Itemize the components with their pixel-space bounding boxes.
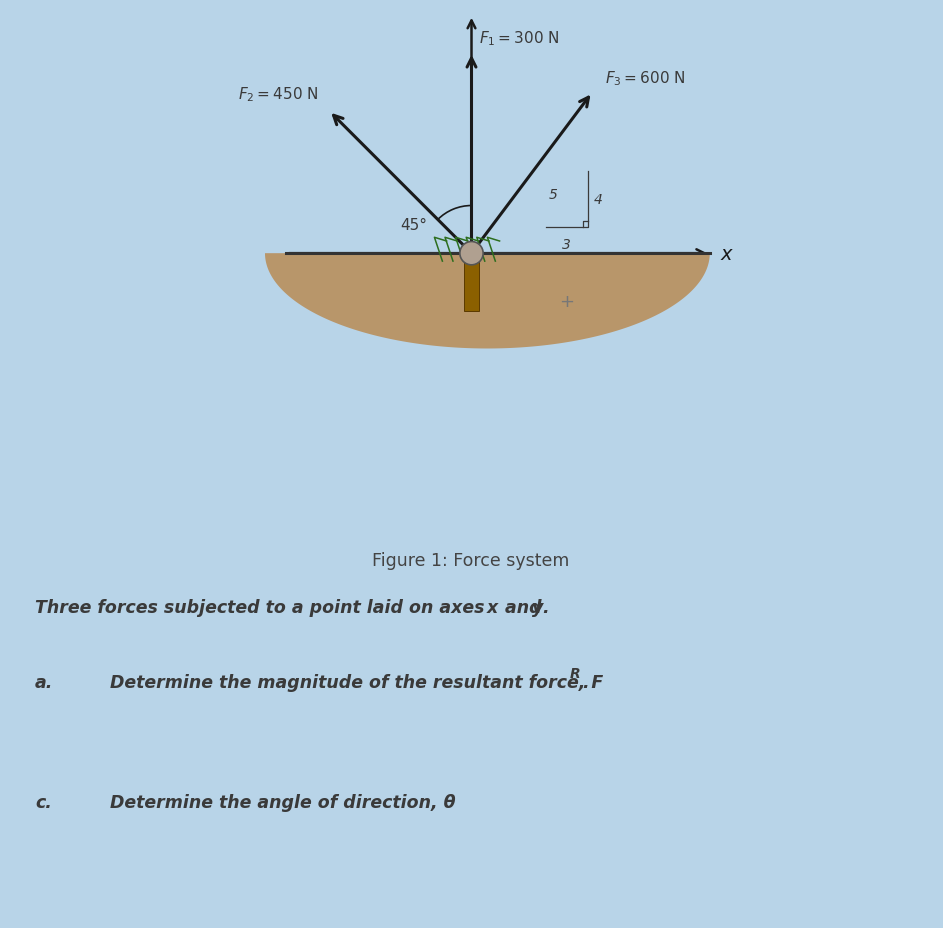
Text: $F_2 = 450$ N: $F_2 = 450$ N [238, 85, 319, 104]
Text: +: + [559, 292, 574, 311]
Text: c.: c. [35, 793, 52, 811]
Circle shape [460, 242, 483, 265]
Text: and: and [499, 599, 548, 617]
Polygon shape [265, 254, 710, 349]
Bar [464, 259, 479, 312]
Text: Three forces subjected to a point laid on axes: Three forces subjected to a point laid o… [35, 599, 490, 617]
Text: 5: 5 [549, 187, 557, 201]
Text: R: R [570, 666, 581, 680]
Text: y: y [532, 599, 543, 617]
Text: $F_3 = 600$ N: $F_3 = 600$ N [605, 69, 687, 88]
Text: 3: 3 [562, 238, 571, 252]
Text: x: x [720, 244, 732, 264]
Text: 4: 4 [593, 193, 603, 207]
Text: .: . [542, 599, 549, 617]
Text: .: . [582, 674, 588, 691]
Text: 45°: 45° [400, 217, 427, 232]
Text: x: x [487, 599, 498, 617]
Text: a.: a. [35, 674, 54, 691]
Text: Figure 1: Force system: Figure 1: Force system [372, 551, 570, 569]
Text: $F_1 = 300$ N: $F_1 = 300$ N [479, 29, 560, 47]
Text: Determine the magnitude of the resultant force, F: Determine the magnitude of the resultant… [110, 674, 604, 691]
Text: Determine the angle of direction, θ: Determine the angle of direction, θ [110, 793, 455, 811]
